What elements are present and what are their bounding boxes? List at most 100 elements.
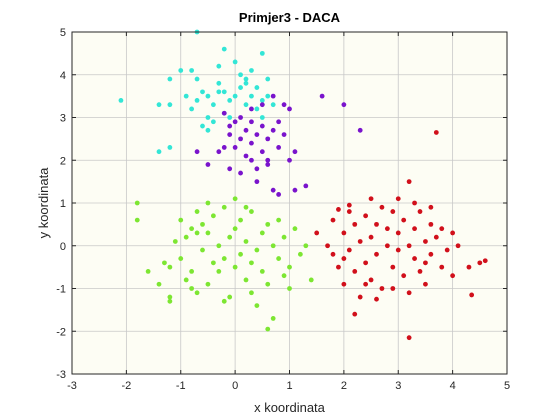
- data-point: [428, 251, 434, 257]
- data-point: [281, 234, 287, 240]
- chart-title: Primjer3 - DACA: [239, 10, 341, 25]
- data-point: [167, 264, 173, 270]
- data-point: [232, 196, 238, 202]
- data-point: [314, 230, 320, 236]
- data-point: [439, 226, 445, 232]
- data-point: [406, 290, 412, 296]
- data-point: [439, 264, 445, 270]
- data-point: [276, 217, 282, 223]
- data-point: [412, 226, 417, 232]
- data-point: [265, 162, 271, 167]
- data-point: [265, 326, 271, 332]
- data-point: [374, 221, 379, 227]
- data-point: [341, 230, 347, 236]
- data-point: [232, 119, 238, 125]
- data-point: [276, 119, 282, 125]
- data-point: [466, 264, 472, 270]
- data-point: [249, 119, 254, 125]
- data-point: [243, 80, 249, 86]
- data-point: [210, 213, 216, 219]
- data-point: [216, 269, 222, 274]
- data-point: [259, 115, 265, 120]
- y-tick-label: -2: [56, 326, 66, 338]
- data-point: [259, 123, 265, 129]
- data-point: [216, 89, 222, 95]
- x-tick-label: 2: [341, 380, 347, 392]
- data-points: [118, 29, 488, 341]
- x-tick-label: 1: [286, 380, 292, 392]
- data-point: [341, 281, 347, 287]
- data-point: [384, 226, 390, 232]
- data-point: [265, 136, 271, 142]
- data-point: [216, 63, 222, 69]
- data-point: [178, 256, 184, 261]
- data-point: [189, 226, 195, 232]
- y-tick-label: 5: [60, 27, 66, 39]
- x-axis-label: x koordinata: [254, 400, 326, 415]
- data-point: [428, 204, 434, 210]
- data-point: [194, 209, 200, 214]
- x-tick-label: 5: [504, 380, 510, 392]
- data-point: [270, 127, 276, 133]
- data-point: [455, 243, 461, 249]
- data-point: [162, 260, 167, 266]
- data-point: [368, 196, 374, 202]
- data-point: [412, 200, 417, 206]
- data-point: [265, 221, 271, 227]
- data-point: [384, 243, 390, 249]
- data-point: [200, 123, 205, 129]
- data-point: [254, 106, 260, 112]
- data-point: [395, 247, 401, 253]
- data-point: [292, 187, 298, 193]
- data-point: [406, 335, 412, 341]
- data-point: [243, 127, 249, 133]
- y-tick-label: 4: [60, 70, 66, 82]
- data-point: [254, 166, 260, 172]
- data-point: [270, 316, 276, 321]
- data-point: [308, 277, 314, 283]
- data-point: [259, 102, 265, 108]
- data-point: [270, 187, 276, 193]
- data-point: [194, 230, 200, 236]
- data-point: [401, 217, 407, 223]
- data-point: [254, 247, 260, 253]
- data-point: [194, 290, 200, 296]
- data-point: [243, 277, 249, 283]
- data-point: [303, 243, 309, 249]
- data-point: [194, 76, 200, 82]
- data-point: [352, 269, 358, 274]
- x-tick-label: -2: [121, 380, 131, 392]
- y-tick-label: -3: [56, 369, 66, 381]
- data-point: [249, 290, 254, 296]
- data-point: [232, 93, 238, 99]
- data-point: [450, 230, 456, 236]
- data-point: [183, 277, 189, 283]
- data-point: [292, 149, 298, 155]
- y-tick-label: 2: [60, 155, 66, 167]
- data-point: [259, 269, 265, 274]
- data-point: [287, 286, 292, 291]
- data-point: [238, 115, 243, 120]
- data-point: [134, 217, 140, 223]
- data-point: [412, 256, 417, 261]
- data-point: [200, 89, 205, 95]
- data-point: [423, 281, 428, 287]
- data-point: [243, 153, 249, 159]
- data-point: [341, 256, 347, 261]
- data-point: [450, 273, 456, 279]
- data-point: [406, 179, 412, 185]
- data-point: [205, 115, 211, 120]
- data-point: [406, 243, 412, 249]
- data-point: [216, 243, 222, 249]
- data-point: [167, 298, 173, 304]
- data-point: [232, 59, 238, 65]
- data-point: [346, 209, 352, 214]
- data-point: [232, 264, 238, 270]
- data-point: [395, 230, 401, 236]
- data-point: [259, 98, 265, 103]
- data-point: [249, 140, 254, 146]
- data-point: [374, 251, 379, 257]
- data-point: [390, 286, 396, 291]
- data-point: [281, 102, 287, 108]
